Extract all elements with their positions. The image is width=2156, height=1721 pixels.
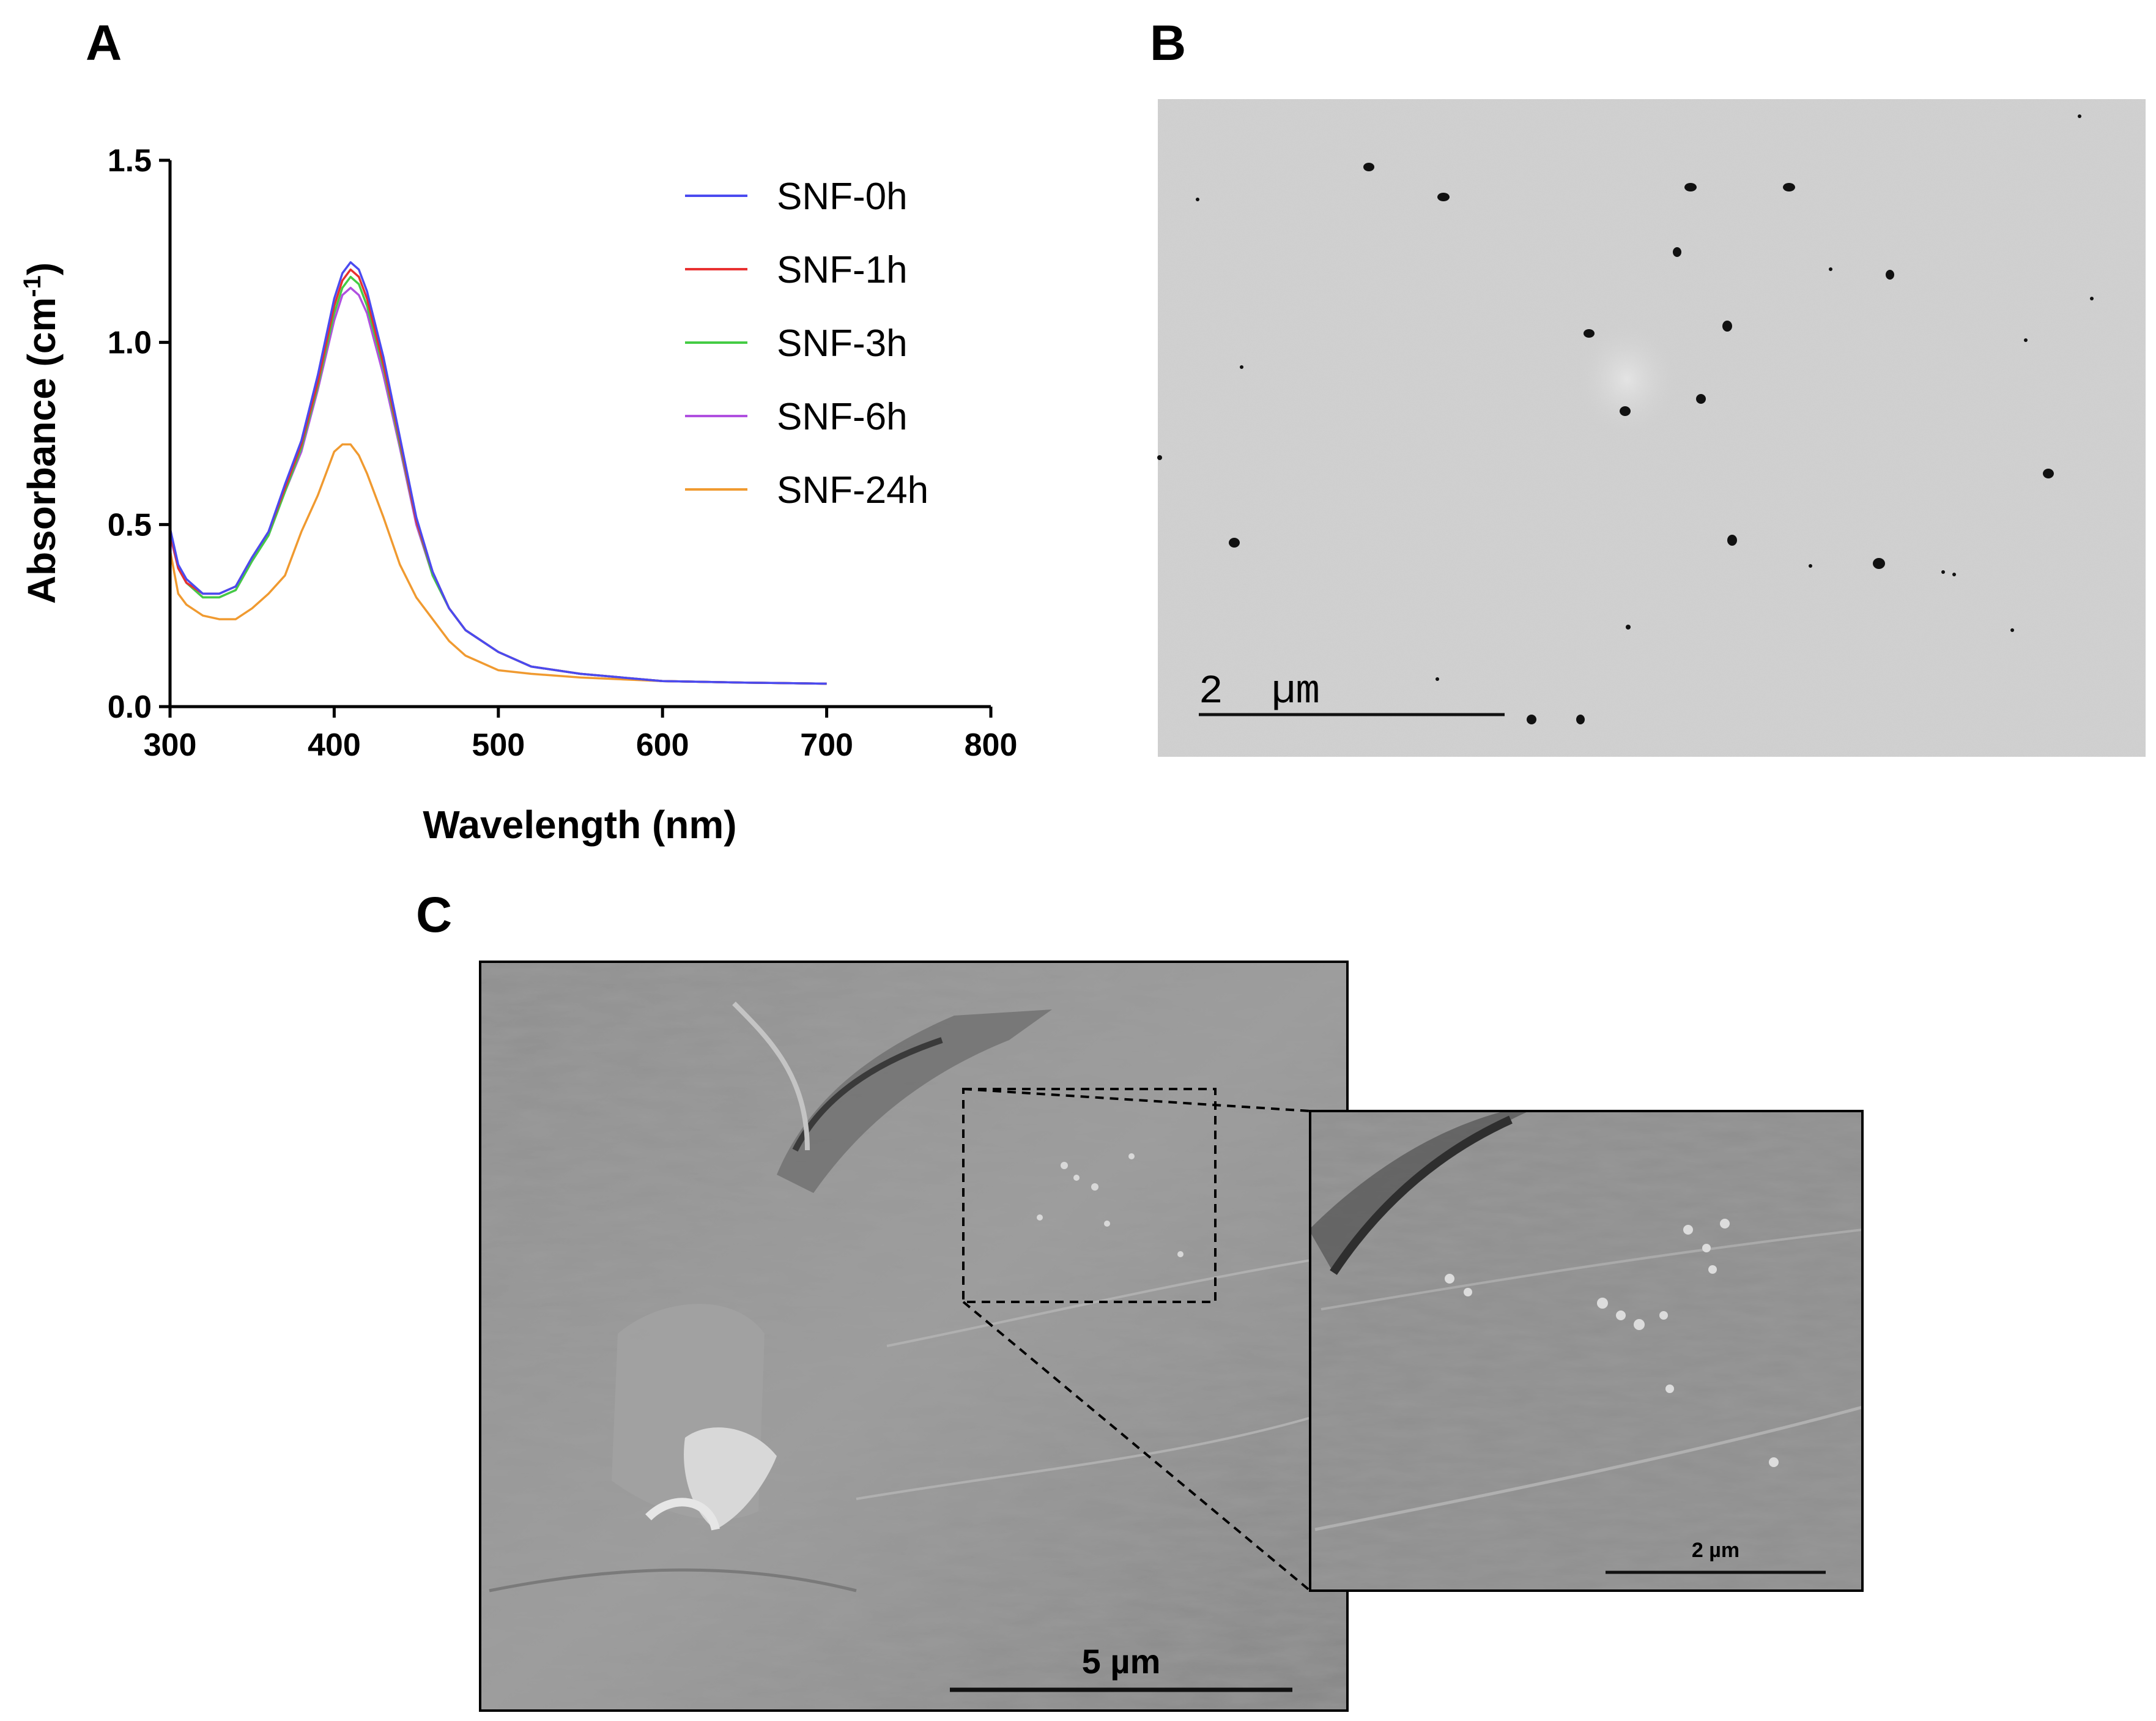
sem-c-zoom-box [962,1088,1217,1303]
y-axis-title-sup: -1 [19,275,46,297]
sem-c-main-image [480,962,1347,1711]
sem-c-inset-frame [1309,1110,1864,1592]
y-tick-label: 1.5 [108,143,152,179]
sem-b-glow [1578,324,1676,434]
legend-label: SNF-6h [777,396,908,438]
x-tick-label: 800 [965,727,1018,763]
legend-label: SNF-3h [777,322,908,365]
y-ticks-group: 0.0 0.5 1.0 1.5 [108,143,170,725]
series-line-snf-0h [169,261,827,685]
sem-b-texture [1158,99,2146,757]
sem-b-scale-label: 2 µm [1199,669,1320,715]
sem-c-inset-scale-label: 2 µm [1692,1539,1739,1562]
series-line-snf-24h [169,443,827,685]
panel-label-a: A [86,15,122,71]
x-tick-label: 600 [636,727,689,763]
legend-label: SNF-24h [777,469,928,511]
y-tick-label: 0.0 [108,690,152,725]
x-tick-label: 700 [800,727,853,763]
x-ticks-group: 300 400 500 600 700 800 [144,707,1018,763]
sem-c-inset-image [1310,1111,1862,1591]
chart-series-group [169,261,827,685]
x-tick-label: 300 [144,727,197,763]
sem-c-zoom-connector-bottom [962,1301,1311,1592]
y-axis-title: Absorbance (cm-1) [19,262,64,604]
sem-c-scale-label: 5 µm [1082,1642,1161,1681]
legend-label: SNF-1h [777,249,908,291]
y-tick-label: 1.0 [108,325,152,361]
legend-label: SNF-0h [777,176,908,218]
chart-legend: SNF-0h SNF-1h SNF-3h SNF-6h SNF-24h [685,176,928,511]
sem-b-pores [1157,114,2094,724]
x-axis-title: Wavelength (nm) [423,803,736,847]
panel-label-b: B [1150,15,1187,71]
x-tick-label: 400 [308,727,361,763]
panel-label-c: C [416,887,453,943]
y-tick-label: 0.5 [108,507,152,543]
x-tick-label: 500 [472,727,525,763]
